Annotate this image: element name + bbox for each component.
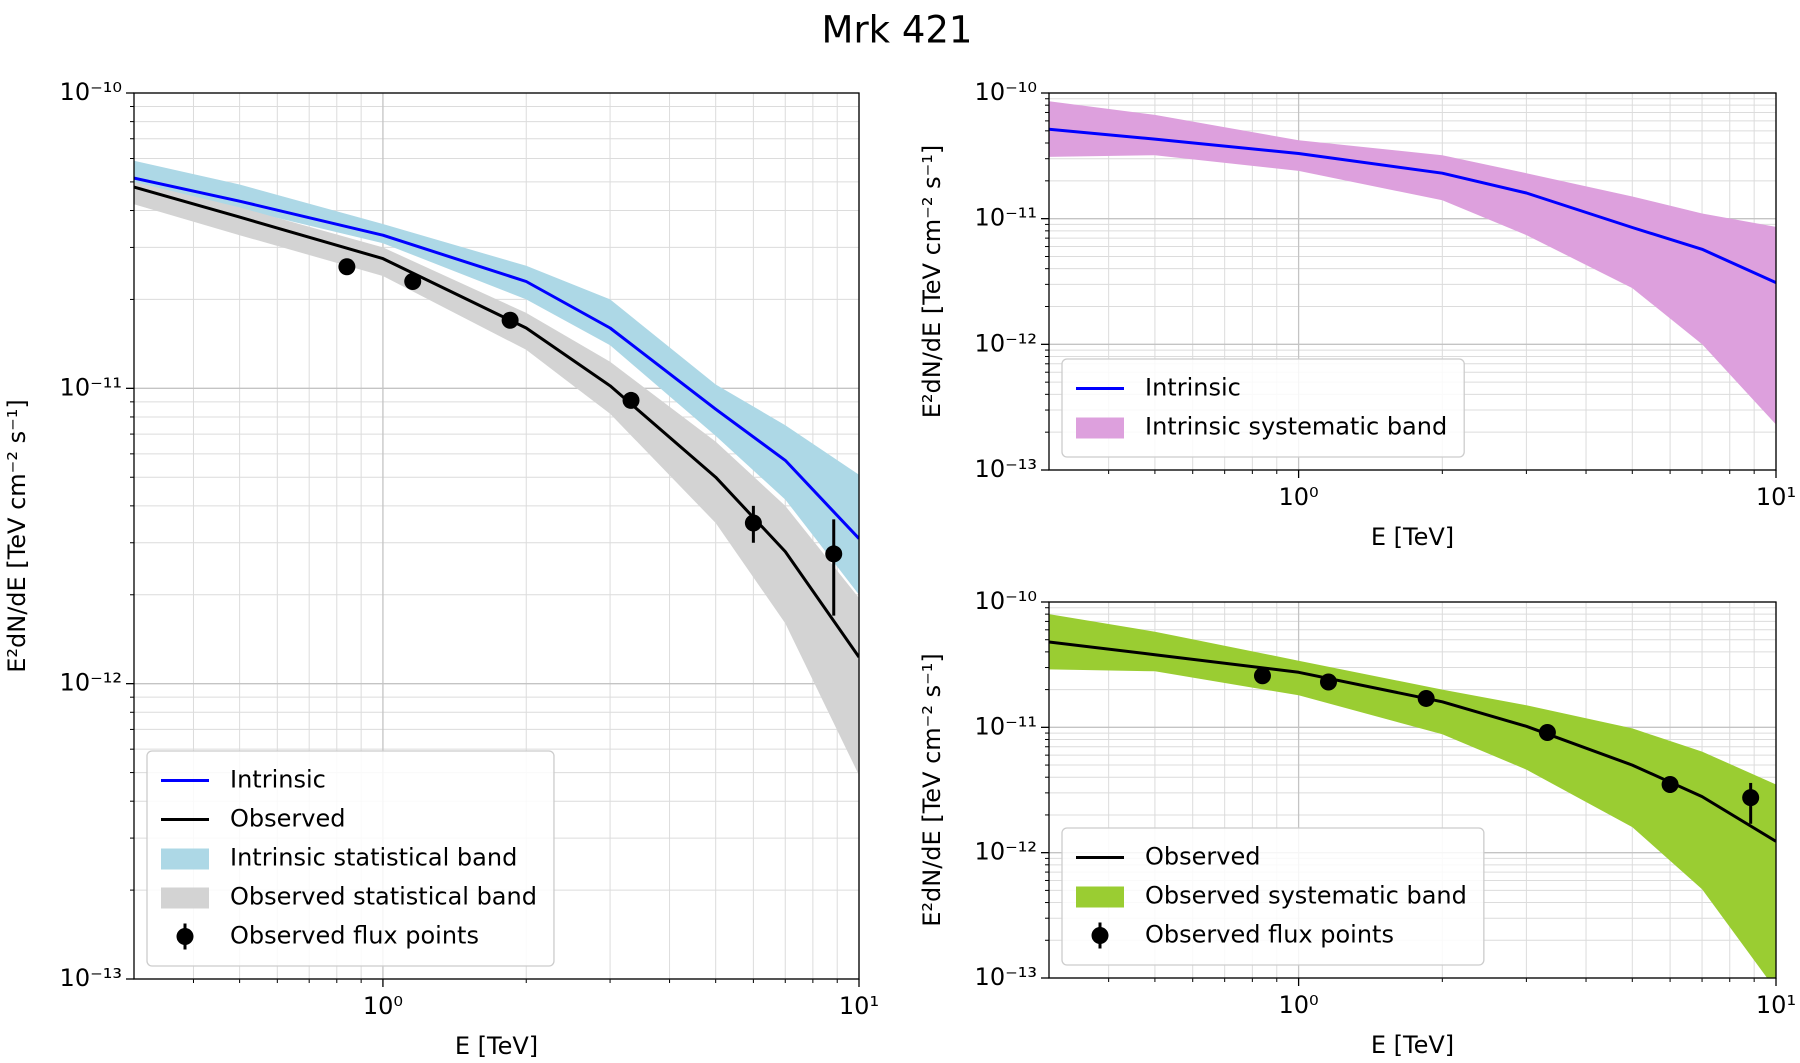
- y-tick-label: 10⁻¹²: [975, 329, 1037, 357]
- legend-label: Intrinsic systematic band: [1145, 413, 1447, 441]
- legend-label: Intrinsic: [230, 766, 326, 794]
- legend-label: Observed: [230, 805, 345, 833]
- y-tick-label: 10⁻¹¹: [975, 204, 1037, 232]
- flux-point: [1538, 723, 1556, 741]
- legend-label: Intrinsic statistical band: [230, 844, 517, 872]
- axes: 10⁻¹³ 10⁻¹² 10⁻¹¹ 10⁻¹⁰ 10⁰ 10¹ E [TeV] E²dN/dE…: [918, 587, 1796, 1059]
- x-tick-label: 10⁰: [1279, 483, 1319, 511]
- x-axis-label: E [TeV]: [1371, 1031, 1454, 1059]
- y-axis-label: E²dN/dE [TeV cm⁻² s⁻¹]: [918, 145, 946, 419]
- axes-frame: [133, 92, 860, 980]
- y-tick-label: 10⁻¹³: [975, 455, 1037, 483]
- legend-swatch: [161, 887, 209, 909]
- axes-frame: [1048, 601, 1777, 979]
- flux-point: [622, 391, 640, 409]
- band: [1049, 101, 1776, 425]
- y-tick-label: 10⁻¹¹: [975, 712, 1037, 740]
- legend: Intrinsic Observed Intrinsic statistical b…: [146, 750, 555, 967]
- y-axis-label: E²dN/dE [TeV cm⁻² s⁻¹]: [918, 653, 946, 927]
- legend-swatch: [1076, 886, 1124, 908]
- legend-label: Observed flux points: [1145, 921, 1394, 949]
- y-tick-label: 10⁻¹⁰: [975, 587, 1037, 615]
- y-tick-label: 10⁻¹³: [975, 963, 1037, 991]
- y-tick-label: 10⁻¹⁰: [975, 78, 1037, 106]
- legend-marker: [176, 928, 194, 945]
- legend-frame: [1061, 358, 1465, 458]
- flux-point: [1319, 673, 1337, 691]
- legend-swatch: [1076, 417, 1124, 439]
- legend-frame: [146, 750, 555, 967]
- flux-point: [501, 311, 519, 329]
- flux-point: [825, 545, 843, 563]
- flux-point: [404, 273, 422, 291]
- line: [134, 185, 859, 658]
- flux-point: [338, 258, 356, 276]
- axes: 10⁻¹³ 10⁻¹² 10⁻¹¹ 10⁻¹⁰ 10⁰ 10¹ E [TeV] E²dN/dE…: [918, 78, 1796, 551]
- line: [134, 176, 859, 540]
- line: [1049, 127, 1776, 284]
- x-axis-label: E [TeV]: [1371, 523, 1454, 551]
- legend-marker: [1091, 927, 1109, 944]
- y-axis-label: E²dN/dE [TeV cm⁻² s⁻¹]: [3, 399, 31, 673]
- y-tick-label: 10⁻¹¹: [60, 373, 122, 401]
- plot-area: [1049, 101, 1776, 425]
- line: [1049, 640, 1776, 843]
- legend-label: Observed systematic band: [1145, 882, 1467, 910]
- x-tick-label: 10¹: [839, 992, 879, 1020]
- band: [134, 181, 859, 776]
- x-tick-label: 10⁰: [1279, 991, 1319, 1019]
- y-tick-label: 10⁻¹³: [60, 964, 122, 992]
- flux-point: [1417, 689, 1435, 707]
- figure-title: Mrk 421: [822, 9, 973, 52]
- legend-label: Intrinsic: [1145, 374, 1241, 402]
- flux-point: [1742, 789, 1760, 807]
- x-tick-label: 10¹: [1756, 483, 1796, 511]
- x-tick-label: 10⁰: [363, 992, 403, 1020]
- y-tick-label: 10⁻¹²: [60, 669, 122, 697]
- axes: 10⁻¹³ 10⁻¹² 10⁻¹¹ 10⁻¹⁰ 10⁰ 10¹ E [TeV] E²dN/dE…: [3, 78, 879, 1060]
- legend: Intrinsic Intrinsic systematic band: [1061, 358, 1465, 458]
- legend: Observed Observed systematic band Observed…: [1061, 827, 1485, 966]
- axes-frame: [1048, 92, 1777, 471]
- plot-area: [1049, 614, 1776, 978]
- flux-point: [744, 514, 762, 532]
- legend-label: Observed statistical band: [230, 883, 537, 911]
- flux-point: [1253, 667, 1271, 685]
- x-axis-label: E [TeV]: [455, 1032, 538, 1060]
- legend-label: Observed flux points: [230, 922, 479, 950]
- legend-swatch: [161, 848, 209, 870]
- x-tick-label: 10¹: [1756, 991, 1796, 1019]
- legend-frame: [1061, 827, 1485, 966]
- legend-label: Observed: [1145, 843, 1260, 871]
- flux-point: [1661, 775, 1679, 793]
- y-tick-label: 10⁻¹²: [975, 838, 1037, 866]
- y-tick-label: 10⁻¹⁰: [60, 78, 122, 106]
- plot-area: [134, 160, 859, 776]
